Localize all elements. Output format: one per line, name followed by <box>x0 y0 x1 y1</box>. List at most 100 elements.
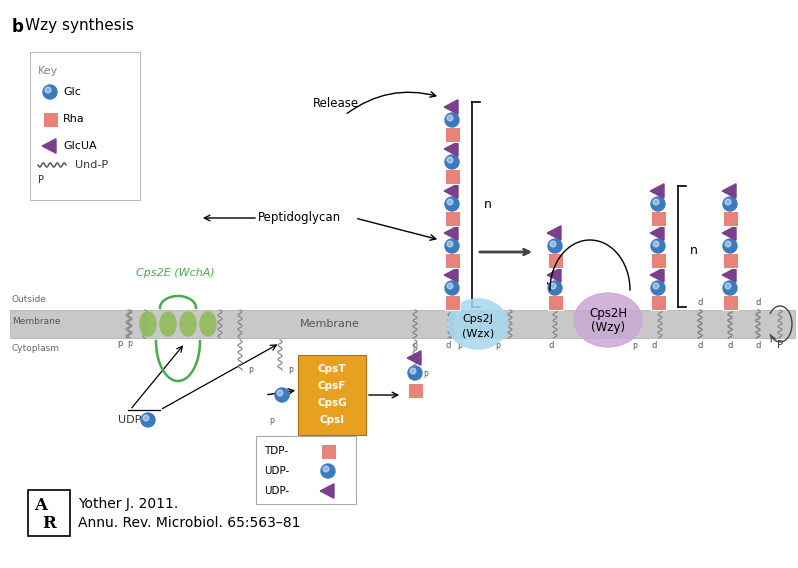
FancyBboxPatch shape <box>547 294 563 310</box>
Text: Release: Release <box>313 97 359 110</box>
Text: P: P <box>38 175 44 185</box>
Circle shape <box>275 388 289 402</box>
Text: d: d <box>445 299 451 308</box>
Text: p: p <box>270 416 275 425</box>
Text: n: n <box>484 198 492 211</box>
Circle shape <box>43 85 57 99</box>
Text: Und-P: Und-P <box>75 160 108 170</box>
FancyBboxPatch shape <box>42 111 57 127</box>
Text: Peptidoglycan: Peptidoglycan <box>258 211 341 224</box>
Text: Cps2J: Cps2J <box>463 314 493 324</box>
Text: R: R <box>42 515 56 532</box>
Text: p: p <box>288 365 293 374</box>
Circle shape <box>141 413 155 427</box>
Text: d: d <box>548 299 554 308</box>
Text: p: p <box>117 339 123 348</box>
Bar <box>30 52 140 200</box>
Circle shape <box>447 241 453 247</box>
Text: UDP-: UDP- <box>264 486 289 496</box>
Circle shape <box>323 466 329 472</box>
Text: Cps2H: Cps2H <box>589 307 627 319</box>
Text: CpsG: CpsG <box>317 398 347 408</box>
Polygon shape <box>722 184 736 198</box>
Circle shape <box>548 281 562 295</box>
Circle shape <box>653 283 659 289</box>
Text: d: d <box>756 298 760 307</box>
Text: Outside: Outside <box>12 295 47 304</box>
Text: Glc: Glc <box>63 87 81 97</box>
Bar <box>298 355 366 435</box>
Text: CpsI: CpsI <box>319 415 345 425</box>
Circle shape <box>445 113 459 127</box>
Text: Cps2E (WchA): Cps2E (WchA) <box>136 268 215 278</box>
Circle shape <box>445 155 459 169</box>
FancyBboxPatch shape <box>650 294 666 310</box>
Text: d: d <box>727 298 733 307</box>
Text: p: p <box>413 341 417 350</box>
Text: Annu. Rev. Microbiol. 65:563–81: Annu. Rev. Microbiol. 65:563–81 <box>78 516 301 530</box>
Polygon shape <box>547 268 561 282</box>
Circle shape <box>410 368 416 374</box>
Text: CpsT: CpsT <box>318 364 346 374</box>
Text: p: p <box>496 341 500 350</box>
Ellipse shape <box>448 299 508 349</box>
Bar <box>28 490 70 536</box>
Text: d: d <box>697 341 703 350</box>
Circle shape <box>45 87 51 93</box>
FancyBboxPatch shape <box>650 211 666 225</box>
Circle shape <box>651 239 665 253</box>
FancyBboxPatch shape <box>444 169 460 183</box>
Text: A: A <box>34 496 47 513</box>
Circle shape <box>550 241 556 247</box>
Circle shape <box>143 415 149 421</box>
Bar <box>10 310 795 338</box>
Ellipse shape <box>140 312 156 336</box>
Text: Yother J. 2011.: Yother J. 2011. <box>78 497 178 511</box>
FancyBboxPatch shape <box>650 253 666 268</box>
Text: b: b <box>12 18 24 36</box>
Circle shape <box>447 283 453 289</box>
Text: n: n <box>690 244 698 257</box>
FancyBboxPatch shape <box>547 253 563 268</box>
Polygon shape <box>42 139 56 153</box>
Circle shape <box>723 239 737 253</box>
Text: Membrane: Membrane <box>300 319 360 329</box>
Text: d: d <box>697 298 703 307</box>
Circle shape <box>725 283 731 289</box>
Polygon shape <box>444 142 458 156</box>
Circle shape <box>653 199 659 205</box>
FancyBboxPatch shape <box>444 127 460 141</box>
Polygon shape <box>444 100 458 114</box>
Polygon shape <box>444 184 458 198</box>
Circle shape <box>723 197 737 211</box>
Circle shape <box>651 197 665 211</box>
Text: p: p <box>633 341 638 350</box>
Polygon shape <box>650 226 664 240</box>
Text: Membrane: Membrane <box>12 318 61 327</box>
Text: d: d <box>445 341 451 350</box>
Circle shape <box>548 239 562 253</box>
Ellipse shape <box>574 293 642 347</box>
Ellipse shape <box>200 312 216 336</box>
Bar <box>256 436 356 504</box>
Text: Rha: Rha <box>63 114 85 124</box>
Polygon shape <box>407 351 421 365</box>
Circle shape <box>445 239 459 253</box>
FancyBboxPatch shape <box>444 253 460 268</box>
Text: Cytoplasm: Cytoplasm <box>12 344 60 353</box>
Text: Wzy synthesis: Wzy synthesis <box>25 18 134 33</box>
Text: CpsF: CpsF <box>318 381 346 391</box>
Circle shape <box>447 115 453 121</box>
Ellipse shape <box>180 312 196 336</box>
Circle shape <box>445 281 459 295</box>
Circle shape <box>723 281 737 295</box>
Text: UDP-: UDP- <box>118 415 145 425</box>
Text: UDP-: UDP- <box>264 466 289 476</box>
Polygon shape <box>320 484 334 498</box>
Polygon shape <box>722 226 736 240</box>
Circle shape <box>651 281 665 295</box>
Text: d: d <box>727 341 733 350</box>
Text: P: P <box>777 340 783 350</box>
FancyBboxPatch shape <box>408 382 422 398</box>
Circle shape <box>725 199 731 205</box>
